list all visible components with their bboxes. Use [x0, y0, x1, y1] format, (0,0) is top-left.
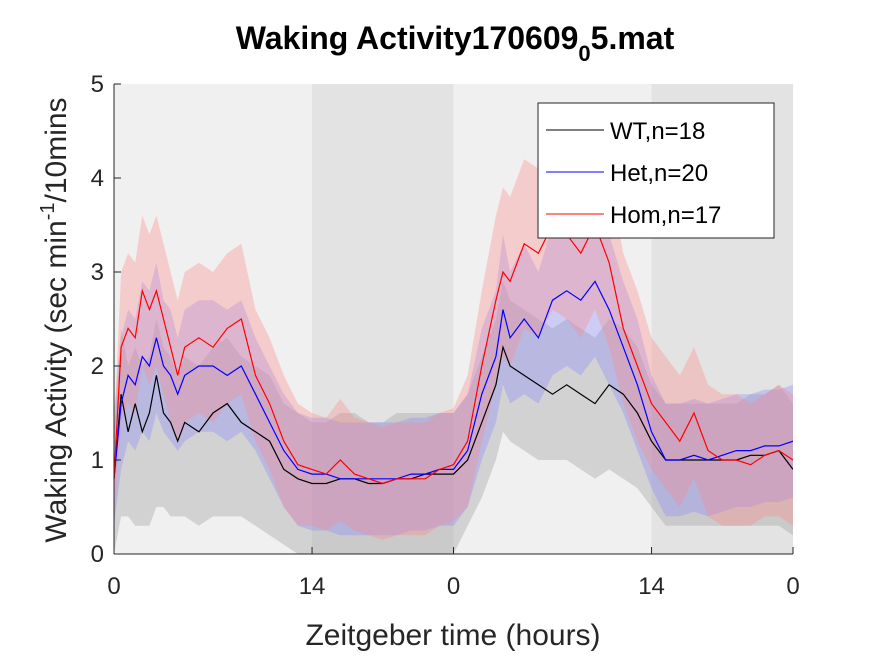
legend-box: [537, 102, 775, 239]
ylabel-main: Waking Activity (sec min: [40, 220, 73, 542]
shading-light-0: [114, 84, 313, 554]
line-series-1: [114, 280, 793, 480]
y-tick-label: 0: [91, 541, 104, 568]
band-series-1: [114, 206, 793, 536]
legend-label-wt: WT,n=18: [610, 118, 705, 145]
legend-label-hom: Hom,n=17: [610, 202, 721, 229]
x-axis-label: Zeitgeber time (hours): [305, 619, 600, 652]
x-tick-label: 0: [786, 573, 799, 600]
y-axis-label: Waking Activity (sec min-1/10mins: [37, 97, 73, 542]
legend: WT,n=18 Het,n=20 Hom,n=17: [537, 102, 775, 239]
ylabel-superscript: -1: [37, 202, 59, 220]
x-tick-label: 0: [447, 573, 460, 600]
y-tick-label: 3: [91, 259, 104, 286]
x-tick-label: 14: [638, 573, 665, 600]
title-subscript: 0: [578, 41, 590, 66]
band-series-0: [114, 281, 793, 554]
y-tick-label: 2: [91, 353, 104, 380]
line-series-2: [114, 223, 793, 485]
title-tail: 5.mat: [591, 20, 675, 56]
x-tick-label: 14: [299, 573, 326, 600]
x-tick-label: 0: [107, 573, 120, 600]
y-tick-label: 5: [91, 71, 104, 98]
y-tick-label: 4: [91, 165, 104, 192]
series-layer: [114, 140, 793, 554]
y-tick-label: 1: [91, 447, 104, 474]
title-main: Waking Activity170609: [236, 20, 579, 56]
legend-label-het: Het,n=20: [610, 160, 708, 187]
ylabel-tail: /10mins: [40, 97, 73, 202]
chart-title: Waking Activity17060905.mat: [236, 20, 675, 66]
